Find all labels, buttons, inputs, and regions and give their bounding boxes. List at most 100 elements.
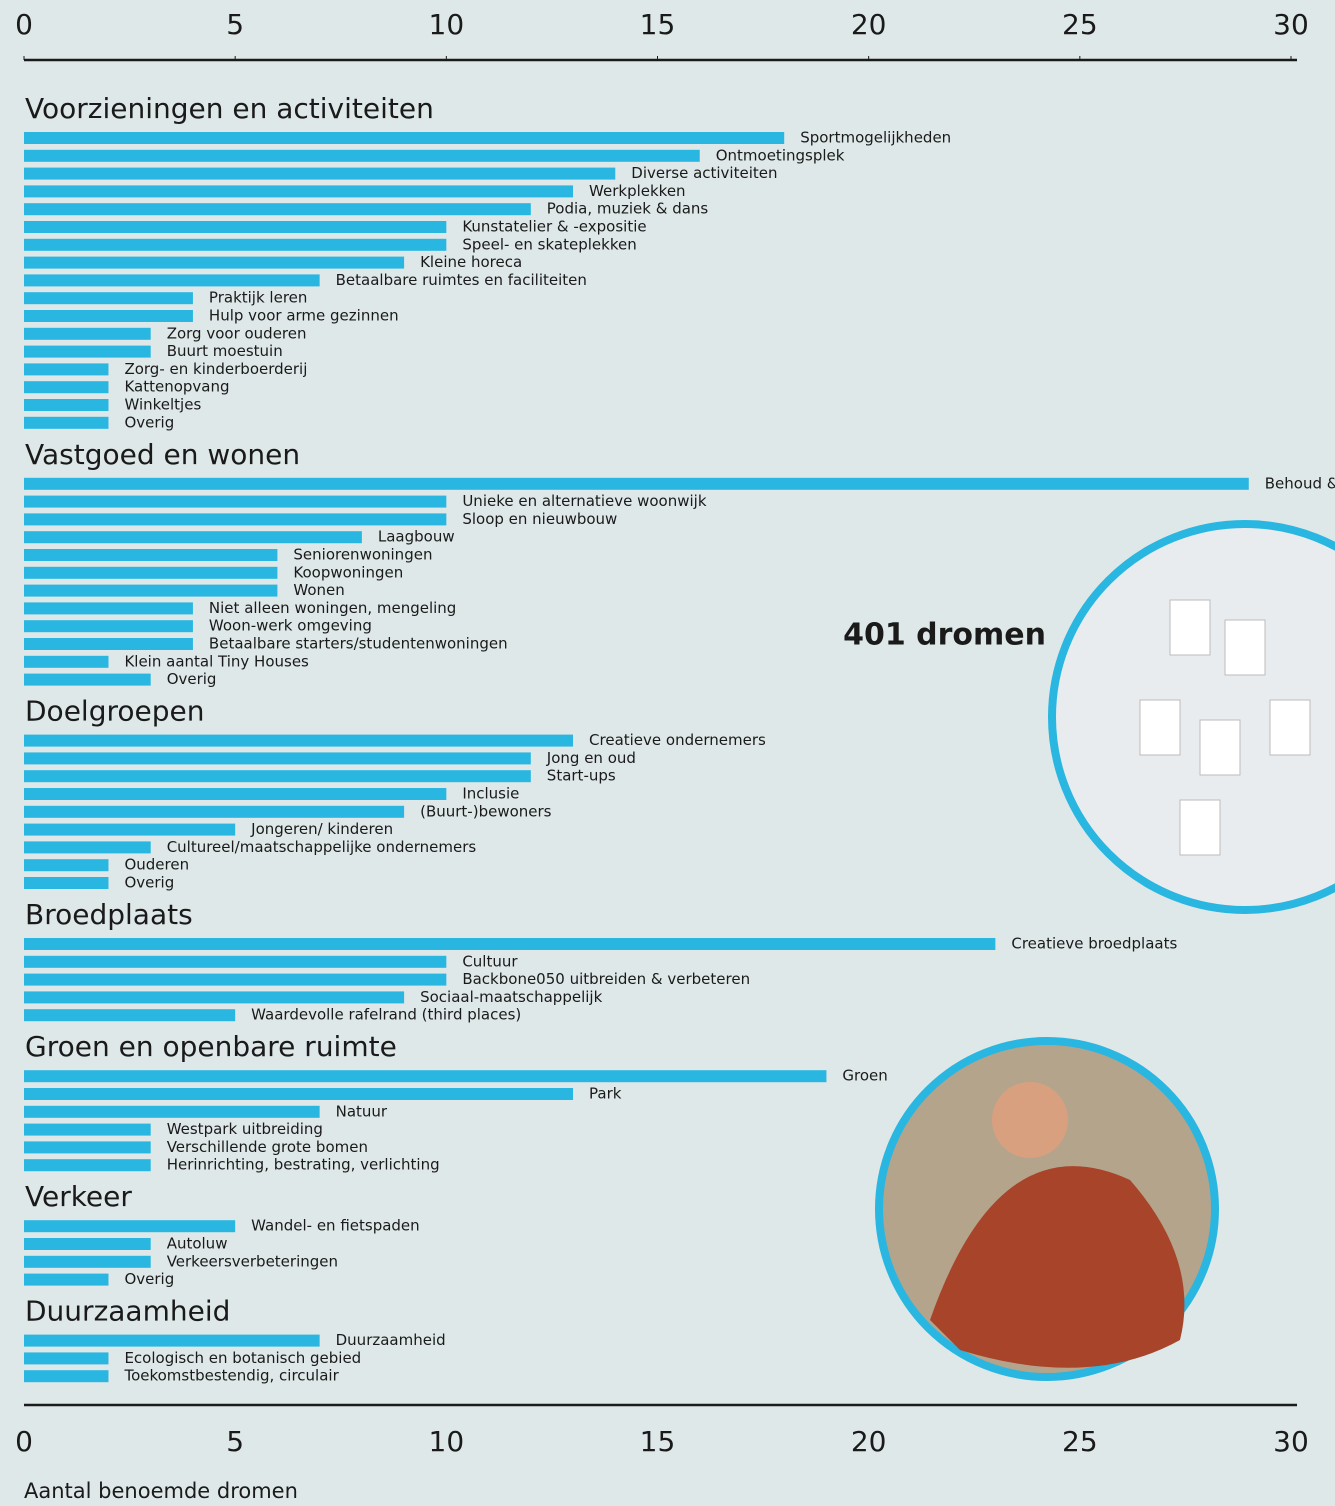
category-label: Unieke en alternatieve woonwijk [462, 492, 706, 510]
bar [24, 991, 405, 1004]
bar [24, 149, 700, 162]
bar [24, 841, 151, 854]
category-label: Backbone050 uitbreiden & verbeteren [462, 970, 750, 988]
category-label: Ouderen [124, 856, 189, 874]
category-label: Creatieve ondernemers [589, 731, 766, 749]
category-label: Kleine horeca [420, 253, 522, 271]
x-tick-label: 0 [15, 1425, 33, 1458]
bar [24, 256, 405, 269]
bar [24, 1105, 320, 1118]
category-label: Werkplekken [589, 182, 686, 200]
category-label: Overig [167, 670, 217, 688]
bar [24, 1334, 320, 1347]
bar [24, 399, 109, 411]
bar [24, 1123, 151, 1136]
bar [24, 1255, 151, 1268]
bar [24, 1088, 574, 1100]
category-label: Woon-werk omgeving [209, 617, 372, 635]
bar [24, 1070, 827, 1083]
category-label: Overig [124, 874, 174, 892]
category-label: Klein aantal Tiny Houses [124, 652, 309, 670]
annotation: 401 dromen [843, 618, 1046, 653]
bar [24, 973, 447, 986]
category-label: Waardevolle rafelrand (third places) [251, 1006, 521, 1024]
bar [24, 620, 193, 633]
category-label: Koopwoningen [293, 563, 403, 581]
bar [24, 274, 320, 287]
bar [24, 1352, 109, 1365]
category-label: Cultuur [462, 952, 518, 970]
category-label: Duurzaamheid [336, 1331, 446, 1349]
bar [24, 363, 109, 376]
bar [24, 584, 278, 597]
bar [24, 877, 109, 889]
bar [24, 477, 1249, 490]
category-label: Zorg voor ouderen [167, 324, 307, 342]
bar [24, 495, 447, 508]
category-label: Creatieve broedplaats [1011, 935, 1177, 953]
bar [24, 859, 109, 872]
category-label: Herinrichting, bestrating, verlichting [167, 1156, 440, 1174]
bar [24, 1370, 109, 1383]
category-label: Sociaal-maatschappelijk [420, 988, 602, 1006]
category-label: Sloop en nieuwbouw [462, 510, 617, 528]
x-tick-label: 5 [226, 8, 244, 41]
category-label: Betaalbare ruimtes en faciliteiten [336, 271, 587, 289]
bar [24, 381, 109, 394]
category-label: Natuur [336, 1102, 388, 1120]
category-label: Westpark uitbreiding [167, 1120, 323, 1138]
bar [24, 805, 405, 818]
bar [24, 416, 109, 429]
category-label: Praktijk leren [209, 289, 307, 307]
photo-person [875, 1037, 1219, 1381]
bar [24, 132, 785, 144]
bar [24, 734, 574, 747]
category-label: Diverse activiteiten [631, 164, 777, 182]
category-label: Verschillende grote bomen [167, 1138, 368, 1156]
category-label: Autoluw [167, 1235, 228, 1253]
group-title: Duurzaamheid [25, 1295, 230, 1328]
bar [24, 1009, 236, 1022]
category-label: Park [589, 1085, 622, 1103]
category-label: Sportmogelijkheden [800, 129, 951, 147]
bar [24, 203, 531, 216]
bar [24, 531, 362, 544]
bar [24, 566, 278, 579]
category-label: Seniorenwoningen [293, 546, 432, 564]
category-label: Ecologisch en botanisch gebied [124, 1349, 361, 1367]
category-label: Niet alleen woningen, mengeling [209, 599, 456, 617]
category-label: Wonen [293, 581, 344, 599]
category-label: Buurt moestuin [167, 342, 283, 360]
bar [24, 955, 447, 968]
bar [24, 938, 996, 950]
x-tick-label: 5 [226, 1425, 244, 1458]
bar [24, 167, 616, 180]
bar [24, 770, 531, 783]
x-tick-label: 15 [640, 1425, 676, 1458]
group-title: Vastgoed en wonen [25, 438, 300, 471]
bar [24, 549, 278, 561]
bar [24, 823, 236, 836]
category-label: Start-ups [547, 767, 616, 785]
bar [24, 1273, 109, 1286]
bar [24, 1220, 236, 1233]
x-tick-label: 25 [1062, 8, 1098, 41]
x-tick-label: 20 [851, 8, 887, 41]
category-label: Wandel- en fietspaden [251, 1217, 420, 1235]
bar [24, 345, 151, 358]
x-tick-label: 30 [1273, 8, 1309, 41]
x-tick-label: 10 [429, 1425, 465, 1458]
category-label: Betaalbare starters/studentenwoningen [209, 635, 508, 653]
category-label: Behoud & [1265, 474, 1335, 492]
bar [24, 655, 109, 668]
category-label: Toekomstbestendig, circulair [123, 1367, 339, 1385]
x-tick-label: 10 [429, 8, 465, 41]
x-tick-label: 20 [851, 1425, 887, 1458]
category-label: Kunstatelier & -expositie [462, 218, 646, 236]
category-label: Podia, muziek & dans [547, 200, 709, 218]
bar [24, 673, 151, 686]
bar [24, 292, 193, 305]
bar [24, 1238, 151, 1250]
x-axis-label: Aantal benoemde dromen [24, 1479, 298, 1503]
x-tick-label: 15 [640, 8, 676, 41]
